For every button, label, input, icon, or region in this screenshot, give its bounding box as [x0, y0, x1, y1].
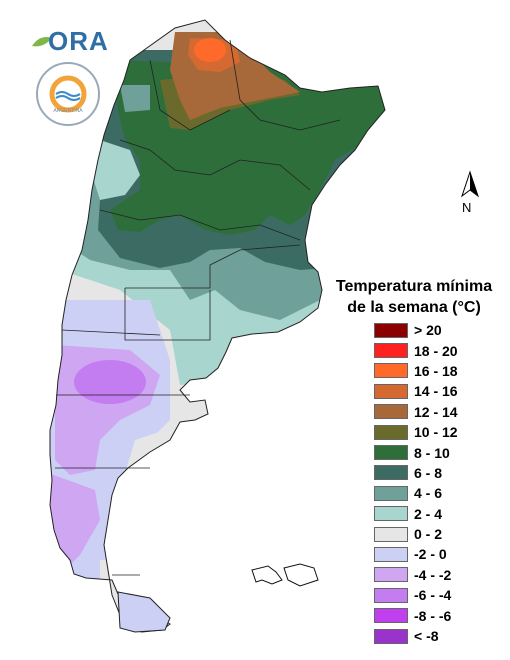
- legend-swatch: [374, 404, 408, 420]
- legend-label: > 20: [414, 322, 442, 339]
- legend-swatch: [374, 526, 408, 542]
- legend-swatch: [374, 322, 408, 338]
- legend-item: -8 - -6: [374, 605, 458, 625]
- smn-seal: ARGENTINA: [36, 62, 100, 126]
- legend-label: 2 - 4: [414, 505, 443, 522]
- legend-label: -6 - -4: [414, 587, 452, 604]
- north-label: N: [462, 200, 472, 215]
- legend-title-line2: de la semana (°C): [347, 299, 481, 316]
- legend-label: 12 - 14: [414, 403, 458, 420]
- legend-item: 12 - 14: [374, 402, 458, 422]
- ora-logo: ORA: [30, 24, 108, 58]
- seal-text: ARGENTINA: [53, 108, 83, 114]
- legend-item: -2 - 0: [374, 544, 458, 564]
- legend-item: 16 - 18: [374, 361, 458, 381]
- legend-swatch: [374, 445, 408, 461]
- legend-label: 14 - 16: [414, 383, 458, 400]
- legend-swatch: [374, 363, 408, 379]
- legend-label: 18 - 20: [414, 342, 458, 359]
- legend-label: -2 - 0: [414, 546, 447, 563]
- legend-label: 0 - 2: [414, 526, 443, 543]
- legend-label: 6 - 8: [414, 464, 443, 481]
- legend-swatch: [374, 383, 408, 399]
- north-arrow-icon: [461, 170, 479, 198]
- province-borders: [55, 39, 341, 576]
- legend-item: 6 - 8: [374, 463, 458, 483]
- legend-item: 8 - 10: [374, 442, 458, 462]
- legend-swatch: [374, 465, 408, 481]
- legend-item: -6 - -4: [374, 585, 458, 605]
- legend-swatch: [374, 506, 408, 522]
- legend-swatch: [374, 485, 408, 501]
- legend-title-line1: Temperatura mínima: [335, 278, 493, 295]
- leaf-icon: [32, 37, 52, 47]
- legend-label: 8 - 10: [414, 444, 450, 461]
- legend-item: 10 - 12: [374, 422, 458, 442]
- legend-swatch: [374, 343, 408, 359]
- legend-label: 4 - 6: [414, 485, 443, 502]
- legend-item: 4 - 6: [374, 483, 458, 503]
- legend-swatch: [374, 424, 408, 440]
- legend-item: 2 - 4: [374, 504, 458, 524]
- legend-item: 18 - 20: [374, 340, 458, 360]
- legend-item: -4 - -2: [374, 565, 458, 585]
- legend-swatch: [374, 587, 408, 603]
- legend-label: -8 - -6: [414, 607, 452, 624]
- north-arrow: N: [456, 170, 484, 218]
- legend-label: 10 - 12: [414, 424, 458, 441]
- legend-item: > 20: [374, 320, 458, 340]
- legend-label: 16 - 18: [414, 362, 458, 379]
- legend-item: < -8: [374, 626, 458, 646]
- legend-label: -4 - -2: [414, 566, 452, 583]
- legend-item: 0 - 2: [374, 524, 458, 544]
- legend-swatch: [374, 628, 408, 644]
- seal-emblem-icon: [49, 75, 87, 113]
- malvinas-islands: [251, 563, 319, 587]
- legend-title: Temperatura mínima de la semana (°C): [322, 276, 506, 318]
- ora-logo-text: ORA: [48, 26, 109, 56]
- legend-item: 14 - 16: [374, 381, 458, 401]
- legend-swatch: [374, 546, 408, 562]
- legend: > 20 18 - 20 16 - 18 14 - 16 12 - 14 10 - 12 8…: [374, 320, 458, 646]
- legend-swatch: [374, 608, 408, 624]
- legend-label: < -8: [414, 628, 439, 645]
- legend-swatch: [374, 567, 408, 583]
